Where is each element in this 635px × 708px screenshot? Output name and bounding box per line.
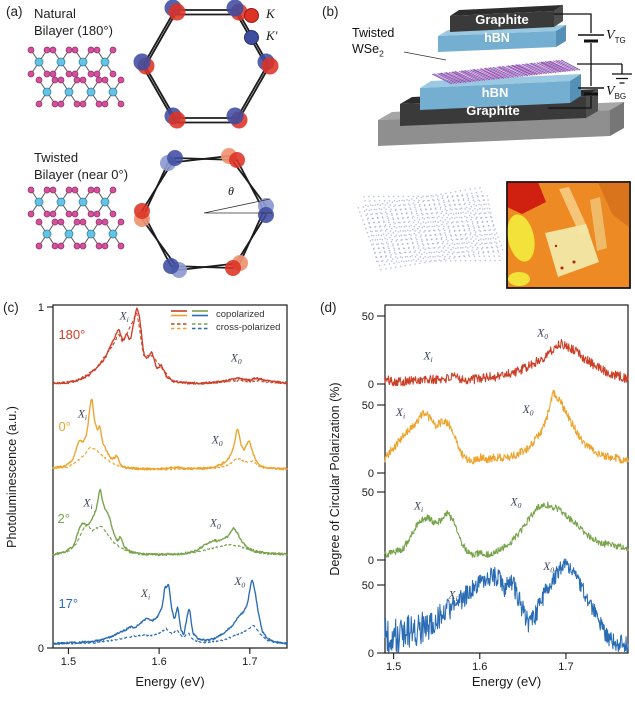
graphite-bottom-label: Graphite bbox=[466, 103, 520, 118]
gate-circuit bbox=[548, 13, 632, 109]
svg-text:Xi: Xi bbox=[447, 590, 457, 604]
vbg-label: VBG bbox=[606, 84, 627, 101]
svg-text:Photoluminescence (a.u.): Photoluminescence (a.u.) bbox=[5, 406, 19, 548]
bottom-hbn-slab bbox=[420, 74, 581, 110]
svg-text:X0: X0 bbox=[510, 497, 522, 511]
svg-text:Xi: Xi bbox=[82, 498, 92, 512]
svg-text:X0: X0 bbox=[233, 576, 245, 590]
twisted-wse2-label: Twisted WSe2 bbox=[352, 26, 395, 59]
svg-text:Degree of Circular Polarizatio: Degree of Circular Polarization (%) bbox=[328, 382, 342, 575]
svg-text:Energy (eV): Energy (eV) bbox=[135, 674, 204, 689]
hbn-top-label: hBN bbox=[484, 31, 510, 45]
svg-text:Xi: Xi bbox=[422, 350, 432, 364]
device-schematic bbox=[378, 5, 632, 146]
svg-text:X0: X0 bbox=[542, 561, 554, 575]
svg-text:50: 50 bbox=[362, 311, 374, 323]
k-valley-label: K bbox=[266, 6, 275, 21]
natural-bilayer-title: Natural Bilayer (180°) bbox=[34, 6, 113, 38]
panel-a-label: (a) bbox=[6, 4, 23, 19]
svg-text:50: 50 bbox=[362, 580, 374, 592]
series-0deg-cross-polarized bbox=[52, 446, 288, 471]
series-0deg-copolarized bbox=[52, 398, 288, 471]
svg-text:50: 50 bbox=[362, 487, 374, 499]
svg-text:X0: X0 bbox=[209, 518, 221, 532]
svg-text:Energy (eV): Energy (eV) bbox=[472, 674, 541, 689]
svg-text:1.6: 1.6 bbox=[151, 656, 166, 668]
series-0deg-dcp bbox=[384, 389, 629, 465]
svg-text:0: 0 bbox=[368, 555, 374, 567]
series-17deg-dcp bbox=[384, 558, 629, 653]
twisted-bilayer-hexagon bbox=[134, 148, 274, 278]
svg-text:1.7: 1.7 bbox=[242, 656, 257, 668]
svg-text:cross-polarized: cross-polarized bbox=[216, 322, 280, 333]
twisted-wse2-layer bbox=[432, 59, 581, 85]
svg-text:2°: 2° bbox=[58, 511, 70, 526]
series-180deg-dcp bbox=[384, 338, 629, 387]
svg-text:Xi: Xi bbox=[395, 407, 405, 421]
kprime-valley-dot bbox=[244, 30, 259, 45]
theta-label: θ bbox=[228, 184, 234, 198]
svg-text:0: 0 bbox=[368, 468, 374, 480]
wse2-pointer-line bbox=[403, 51, 447, 61]
circular-polarization-chart: 50 0 50 0 50 0 50 0 1.5 1.6 1.7 Energy (eV) Degree o… bbox=[328, 304, 629, 689]
optical-micrograph-image bbox=[506, 181, 631, 289]
svg-text:1.6: 1.6 bbox=[472, 661, 487, 673]
battery-long-plates bbox=[578, 34, 604, 89]
moire-lattice-illustration bbox=[357, 186, 504, 271]
ground-icon bbox=[612, 73, 632, 84]
panel-d-label: (d) bbox=[320, 300, 337, 315]
kprime-valley-label: K' bbox=[266, 28, 278, 43]
series-2deg-cross-polarized bbox=[52, 523, 288, 556]
svg-text:1.5: 1.5 bbox=[61, 656, 76, 668]
svg-text:Xi: Xi bbox=[413, 501, 423, 514]
photoluminescence-chart: 1.5 1.6 1.7 1 0 Energy (eV) Photoluminescence … bbox=[5, 302, 288, 689]
battery-short-plates bbox=[584, 39, 598, 96]
panel-b-label: (b) bbox=[322, 4, 339, 19]
svg-text:X0: X0 bbox=[522, 404, 534, 418]
crystal-structure-side-views bbox=[27, 46, 125, 250]
svg-text:Xi: Xi bbox=[119, 311, 129, 325]
hbn-bottom-label: hBN bbox=[481, 85, 509, 100]
natural-bilayer-hexagon bbox=[133, 0, 279, 129]
svg-text:copolarized: copolarized bbox=[216, 309, 265, 320]
k-valley-dot bbox=[244, 8, 259, 23]
vtg-label: VTG bbox=[606, 28, 626, 45]
svg-text:X0: X0 bbox=[230, 352, 242, 366]
svg-text:Xi: Xi bbox=[77, 409, 87, 423]
svg-text:Xi: Xi bbox=[140, 588, 150, 602]
series-180deg-cross-polarized bbox=[52, 312, 288, 385]
twist-angle-lines bbox=[203, 198, 272, 214]
svg-text:1: 1 bbox=[38, 302, 44, 314]
svg-text:50: 50 bbox=[362, 400, 374, 412]
svg-text:0°: 0° bbox=[58, 419, 70, 434]
series-2deg-dcp bbox=[384, 501, 629, 558]
svg-text:180°: 180° bbox=[58, 327, 85, 342]
svg-text:X0: X0 bbox=[536, 327, 548, 341]
svg-text:0: 0 bbox=[38, 643, 44, 655]
svg-text:1.5: 1.5 bbox=[386, 661, 401, 673]
svg-text:X0: X0 bbox=[211, 434, 223, 448]
svg-text:17°: 17° bbox=[58, 596, 78, 611]
series-17deg-cross-polarized bbox=[52, 624, 288, 646]
series-17deg-copolarized bbox=[52, 579, 288, 645]
svg-text:0: 0 bbox=[368, 379, 374, 391]
twisted-bilayer-title: Twisted Bilayer (near 0°) bbox=[34, 150, 129, 182]
top-graphite-slab bbox=[450, 5, 563, 32]
panel-c-label: (c) bbox=[3, 300, 19, 315]
svg-text:1.7: 1.7 bbox=[558, 661, 573, 673]
graphite-top-label: Graphite bbox=[475, 12, 529, 27]
svg-text:0: 0 bbox=[368, 648, 374, 660]
